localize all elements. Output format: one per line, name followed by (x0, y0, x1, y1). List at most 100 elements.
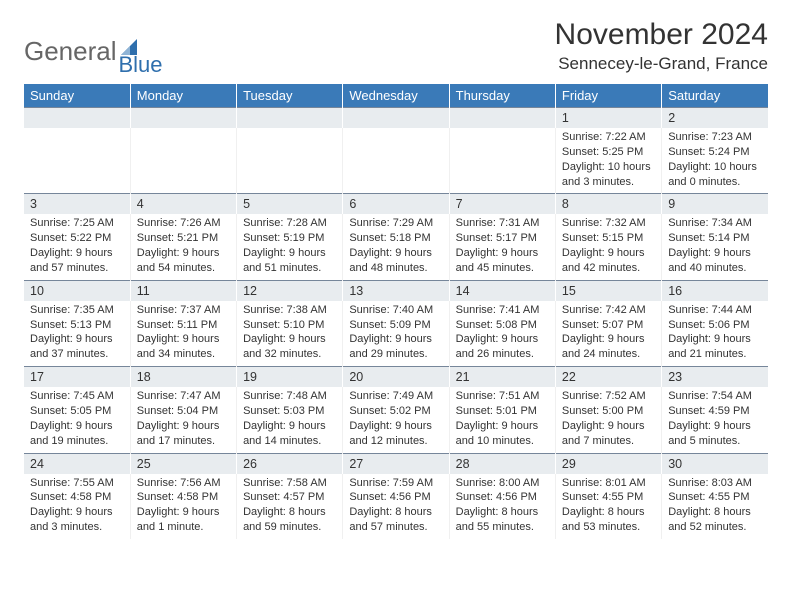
daylight-line: Daylight: 8 hours and 52 minutes. (668, 505, 762, 535)
detail-row: Sunrise: 7:25 AMSunset: 5:22 PMDaylight:… (24, 214, 768, 280)
header: General Blue November 2024 Sennecey-le-G… (24, 18, 768, 78)
daynum-row: 24252627282930 (24, 453, 768, 474)
weekday-header: Friday (555, 84, 661, 108)
sunrise-line: Sunrise: 7:47 AM (137, 389, 230, 404)
daylight-line: Daylight: 9 hours and 48 minutes. (349, 246, 442, 276)
weekday-header: Sunday (24, 84, 130, 108)
sunrise-line: Sunrise: 7:28 AM (243, 216, 336, 231)
day-detail-cell (130, 128, 236, 194)
logo-word-1: General (24, 36, 117, 67)
day-detail-cell: Sunrise: 7:23 AMSunset: 5:24 PMDaylight:… (662, 128, 768, 194)
daynum-row: 3456789 (24, 194, 768, 215)
daylight-line: Daylight: 9 hours and 21 minutes. (668, 332, 762, 362)
day-detail-cell: Sunrise: 7:44 AMSunset: 5:06 PMDaylight:… (662, 301, 768, 367)
sunset-line: Sunset: 4:59 PM (668, 404, 762, 419)
sunrise-line: Sunrise: 7:29 AM (349, 216, 442, 231)
daylight-line: Daylight: 9 hours and 26 minutes. (456, 332, 549, 362)
sunset-line: Sunset: 5:01 PM (456, 404, 549, 419)
day-number-cell: 24 (24, 453, 130, 474)
daylight-line: Daylight: 9 hours and 14 minutes. (243, 419, 336, 449)
day-number-cell: 14 (449, 280, 555, 301)
daylight-line: Daylight: 9 hours and 5 minutes. (668, 419, 762, 449)
day-number-cell: 29 (555, 453, 661, 474)
daylight-line: Daylight: 9 hours and 34 minutes. (137, 332, 230, 362)
day-detail-cell: Sunrise: 7:22 AMSunset: 5:25 PMDaylight:… (555, 128, 661, 194)
daylight-line: Daylight: 8 hours and 57 minutes. (349, 505, 442, 535)
day-number-cell: 11 (130, 280, 236, 301)
daynum-row: 17181920212223 (24, 367, 768, 388)
sunrise-line: Sunrise: 7:45 AM (30, 389, 124, 404)
logo-word-2: Blue (119, 52, 163, 78)
daylight-line: Daylight: 9 hours and 29 minutes. (349, 332, 442, 362)
daylight-line: Daylight: 9 hours and 19 minutes. (30, 419, 124, 449)
sunrise-line: Sunrise: 7:52 AM (562, 389, 655, 404)
day-detail-cell: Sunrise: 7:47 AMSunset: 5:04 PMDaylight:… (130, 387, 236, 453)
day-detail-cell: Sunrise: 7:26 AMSunset: 5:21 PMDaylight:… (130, 214, 236, 280)
sunrise-line: Sunrise: 8:00 AM (456, 476, 549, 491)
sunrise-line: Sunrise: 7:44 AM (668, 303, 762, 318)
daynum-row: 12 (24, 108, 768, 129)
sunset-line: Sunset: 4:56 PM (349, 490, 442, 505)
day-number-cell: 5 (237, 194, 343, 215)
sunset-line: Sunset: 4:56 PM (456, 490, 549, 505)
day-detail-cell: Sunrise: 7:58 AMSunset: 4:57 PMDaylight:… (237, 474, 343, 539)
day-detail-cell: Sunrise: 7:34 AMSunset: 5:14 PMDaylight:… (662, 214, 768, 280)
calendar-table: SundayMondayTuesdayWednesdayThursdayFrid… (24, 84, 768, 539)
day-number-cell: 6 (343, 194, 449, 215)
day-number-cell: 21 (449, 367, 555, 388)
sunrise-line: Sunrise: 7:25 AM (30, 216, 124, 231)
sunrise-line: Sunrise: 7:48 AM (243, 389, 336, 404)
day-detail-cell: Sunrise: 7:42 AMSunset: 5:07 PMDaylight:… (555, 301, 661, 367)
sunset-line: Sunset: 5:06 PM (668, 318, 762, 333)
day-detail-cell: Sunrise: 7:54 AMSunset: 4:59 PMDaylight:… (662, 387, 768, 453)
sunset-line: Sunset: 5:24 PM (668, 145, 762, 160)
day-detail-cell: Sunrise: 7:52 AMSunset: 5:00 PMDaylight:… (555, 387, 661, 453)
daylight-line: Daylight: 9 hours and 1 minute. (137, 505, 230, 535)
sunset-line: Sunset: 5:22 PM (30, 231, 124, 246)
sunset-line: Sunset: 4:58 PM (30, 490, 124, 505)
sunset-line: Sunset: 5:25 PM (562, 145, 655, 160)
sunrise-line: Sunrise: 7:51 AM (456, 389, 549, 404)
day-detail-cell: Sunrise: 7:29 AMSunset: 5:18 PMDaylight:… (343, 214, 449, 280)
day-detail-cell (237, 128, 343, 194)
day-detail-cell: Sunrise: 7:51 AMSunset: 5:01 PMDaylight:… (449, 387, 555, 453)
sunrise-line: Sunrise: 7:54 AM (668, 389, 762, 404)
day-number-cell: 7 (449, 194, 555, 215)
month-title: November 2024 (555, 18, 768, 52)
sunset-line: Sunset: 5:11 PM (137, 318, 230, 333)
weekday-header: Monday (130, 84, 236, 108)
sunrise-line: Sunrise: 7:26 AM (137, 216, 230, 231)
weekday-header: Tuesday (237, 84, 343, 108)
sunset-line: Sunset: 5:02 PM (349, 404, 442, 419)
day-detail-cell: Sunrise: 7:49 AMSunset: 5:02 PMDaylight:… (343, 387, 449, 453)
sunset-line: Sunset: 5:13 PM (30, 318, 124, 333)
day-detail-cell: Sunrise: 7:25 AMSunset: 5:22 PMDaylight:… (24, 214, 130, 280)
day-number-cell: 16 (662, 280, 768, 301)
weekday-header-row: SundayMondayTuesdayWednesdayThursdayFrid… (24, 84, 768, 108)
day-detail-cell: Sunrise: 8:01 AMSunset: 4:55 PMDaylight:… (555, 474, 661, 539)
detail-row: Sunrise: 7:35 AMSunset: 5:13 PMDaylight:… (24, 301, 768, 367)
sunset-line: Sunset: 5:08 PM (456, 318, 549, 333)
day-number-cell: 23 (662, 367, 768, 388)
sunrise-line: Sunrise: 7:23 AM (668, 130, 762, 145)
daylight-line: Daylight: 9 hours and 42 minutes. (562, 246, 655, 276)
sunset-line: Sunset: 5:18 PM (349, 231, 442, 246)
day-detail-cell (449, 128, 555, 194)
day-detail-cell: Sunrise: 7:31 AMSunset: 5:17 PMDaylight:… (449, 214, 555, 280)
daylight-line: Daylight: 9 hours and 10 minutes. (456, 419, 549, 449)
day-number-cell: 30 (662, 453, 768, 474)
day-detail-cell: Sunrise: 7:48 AMSunset: 5:03 PMDaylight:… (237, 387, 343, 453)
sunset-line: Sunset: 5:17 PM (456, 231, 549, 246)
day-number-cell (449, 108, 555, 129)
sunset-line: Sunset: 5:21 PM (137, 231, 230, 246)
daylight-line: Daylight: 9 hours and 57 minutes. (30, 246, 124, 276)
sunset-line: Sunset: 5:14 PM (668, 231, 762, 246)
daylight-line: Daylight: 9 hours and 12 minutes. (349, 419, 442, 449)
day-number-cell (237, 108, 343, 129)
sunrise-line: Sunrise: 8:03 AM (668, 476, 762, 491)
daylight-line: Daylight: 9 hours and 45 minutes. (456, 246, 549, 276)
day-number-cell (130, 108, 236, 129)
daylight-line: Daylight: 8 hours and 53 minutes. (562, 505, 655, 535)
day-detail-cell: Sunrise: 7:38 AMSunset: 5:10 PMDaylight:… (237, 301, 343, 367)
sunset-line: Sunset: 4:58 PM (137, 490, 230, 505)
